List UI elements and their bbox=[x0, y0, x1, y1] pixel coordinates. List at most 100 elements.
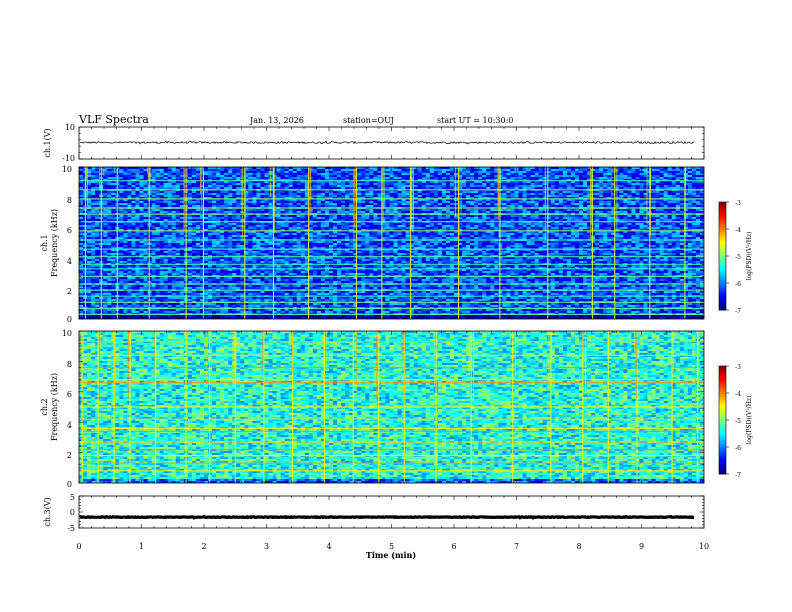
spectrogram-cell bbox=[558, 181, 564, 184]
spectrogram-cell bbox=[679, 223, 685, 226]
spectrogram-cell bbox=[405, 217, 411, 220]
spectrogram-cell bbox=[570, 181, 576, 184]
spectrogram-cell bbox=[147, 215, 152, 218]
spectrogram-cell bbox=[324, 219, 330, 222]
spectrogram-cell bbox=[123, 211, 128, 214]
spectrogram-cell bbox=[268, 215, 273, 218]
spectrogram-cell bbox=[611, 169, 616, 172]
spectrogram-cell bbox=[599, 195, 604, 198]
spectrogram-cell bbox=[695, 185, 701, 188]
spectrogram-cell bbox=[292, 181, 298, 184]
spectrogram-cell bbox=[296, 193, 302, 196]
spectrogram-cell bbox=[276, 197, 282, 200]
spectrogram-cell bbox=[619, 205, 624, 208]
spectrogram-cell bbox=[228, 173, 233, 176]
spectrogram-cell bbox=[195, 227, 201, 230]
spectrogram-cell bbox=[417, 171, 423, 174]
spectrogram-cell bbox=[345, 203, 350, 206]
spectrogram-cell bbox=[361, 185, 366, 188]
spectrogram-cell bbox=[87, 195, 92, 198]
spectrogram-cell bbox=[405, 169, 411, 172]
spectrogram-cell bbox=[683, 167, 689, 170]
spectrogram-cell bbox=[244, 219, 249, 222]
spectrogram-cell bbox=[288, 217, 294, 220]
spectrogram-cell bbox=[199, 223, 205, 226]
spectrogram-cell bbox=[417, 183, 423, 186]
spectrogram-cell bbox=[425, 205, 431, 208]
spectrogram-cell bbox=[687, 205, 693, 208]
spectrogram-cell bbox=[220, 187, 225, 190]
spectrogram-cell bbox=[643, 227, 648, 230]
spectrogram-cell bbox=[470, 211, 475, 214]
spectrogram-cell bbox=[538, 219, 544, 222]
spectrogram-cell bbox=[591, 223, 596, 226]
spectrogram-cell bbox=[248, 203, 253, 206]
spectrogram-cell bbox=[538, 223, 544, 226]
spectrogram-cell bbox=[195, 177, 201, 180]
spectrogram-cell bbox=[494, 203, 499, 206]
spectrogram-cell bbox=[300, 205, 306, 208]
spectrogram-cell bbox=[256, 219, 261, 222]
spectrogram-cell bbox=[639, 197, 644, 200]
spectrogram-cell bbox=[659, 197, 665, 200]
spectrogram-cell bbox=[643, 185, 648, 188]
spectrogram-cell bbox=[300, 201, 306, 204]
spectrogram-cell bbox=[312, 219, 318, 222]
spectrogram-cell bbox=[631, 173, 636, 176]
spectrogram-cell bbox=[433, 195, 439, 198]
spectrogram-cell bbox=[659, 211, 665, 214]
spectrogram-cell bbox=[462, 195, 467, 198]
spectrogram-cell bbox=[663, 225, 669, 228]
spectrogram-cell bbox=[179, 225, 185, 228]
spectrogram-cell bbox=[502, 211, 507, 214]
spectrogram-cell bbox=[591, 175, 596, 178]
spectrogram-cell bbox=[381, 227, 386, 230]
spectrogram-cell bbox=[562, 219, 568, 222]
spectrogram-cell bbox=[155, 173, 161, 176]
spectrogram-cell bbox=[699, 225, 704, 228]
spectrogram-cell bbox=[437, 201, 443, 204]
spectrogram-cell bbox=[228, 175, 233, 178]
spectrogram-cell bbox=[312, 181, 318, 184]
spectrogram-cell bbox=[466, 173, 471, 176]
spectrogram-cell bbox=[377, 185, 382, 188]
spectrogram-cell bbox=[175, 185, 181, 188]
spectrogram-cell bbox=[494, 205, 499, 208]
spectrogram-cell bbox=[163, 185, 169, 188]
spectrogram-cell bbox=[655, 223, 661, 226]
spectrogram-cell bbox=[639, 175, 644, 178]
spectrogram-cell bbox=[679, 193, 685, 196]
spectrogram-cell bbox=[163, 211, 169, 214]
spectrogram-cell bbox=[345, 173, 350, 176]
spectrogram-cell bbox=[409, 175, 415, 178]
spectrogram-cell bbox=[349, 211, 354, 214]
spectrogram-cell bbox=[389, 175, 394, 178]
spectrogram-cell bbox=[574, 177, 580, 180]
spectrogram-cell bbox=[470, 203, 475, 206]
spectrogram-cell bbox=[599, 181, 604, 184]
spectrogram-cell bbox=[615, 183, 620, 186]
spectrogram-cell bbox=[224, 169, 229, 172]
spectrogram-cell bbox=[357, 203, 362, 206]
spectrogram-cell bbox=[659, 225, 665, 228]
spectrogram-cell bbox=[127, 227, 132, 230]
spectrogram-cell bbox=[389, 217, 394, 220]
spectrogram-cell bbox=[131, 215, 136, 218]
spectrogram-cell bbox=[320, 169, 326, 172]
spectrogram-cell bbox=[187, 181, 193, 184]
spectrogram-cell bbox=[631, 197, 636, 200]
spectrogram-cell bbox=[534, 181, 540, 184]
spectrogram-cell bbox=[454, 173, 459, 176]
spectrogram-cell bbox=[655, 203, 661, 206]
spectrogram-cell bbox=[599, 199, 604, 202]
spectrogram-cell bbox=[494, 177, 499, 180]
spectrogram-cell bbox=[623, 223, 628, 226]
spectrogram-cell bbox=[433, 223, 439, 226]
spectrogram-cell bbox=[381, 185, 386, 188]
spectrogram-cell bbox=[232, 183, 237, 186]
spectrogram-cell bbox=[470, 193, 475, 196]
spectrogram-cell bbox=[437, 183, 443, 186]
spectrogram-cell bbox=[454, 201, 459, 204]
spectrogram-cell bbox=[631, 211, 636, 214]
spectrogram-cell bbox=[329, 171, 334, 174]
